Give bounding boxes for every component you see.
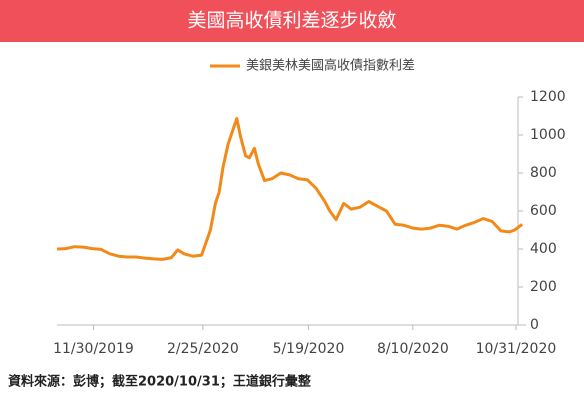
legend-label: 美銀美林美國高收債指數利差: [246, 58, 415, 74]
y-tick-label: 600: [530, 203, 557, 219]
y-tick-label: 0: [530, 317, 539, 333]
x-tick-label: 10/31/2020: [476, 341, 557, 357]
x-tick-label: 5/19/2020: [273, 341, 345, 357]
y-tick-label: 800: [530, 165, 557, 181]
y-tick-label: 200: [530, 279, 557, 295]
title-banner: [0, 0, 584, 42]
y-tick-label: 1200: [530, 89, 566, 105]
x-tick-label: 11/30/2019: [53, 341, 134, 357]
y-tick-label: 1000: [530, 127, 566, 143]
y-tick-label: 400: [530, 241, 557, 257]
x-tick-label: 8/10/2020: [377, 341, 449, 357]
x-tick-label: 2/25/2020: [167, 341, 239, 357]
data-line: [56, 117, 524, 261]
source-note: 資料來源：彭博；截至2020/10/31；王道銀行彙整: [8, 374, 312, 390]
chart-title: 美國高收債利差逐步收斂: [187, 10, 396, 32]
